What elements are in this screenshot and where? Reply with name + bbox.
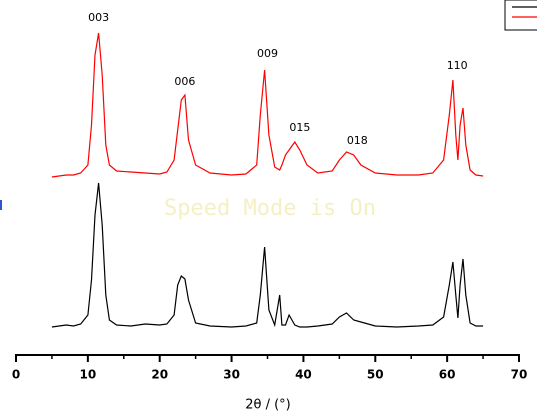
peak-label: 110: [447, 59, 468, 72]
x-tick-label: 0: [12, 368, 20, 382]
x-tick-label: 70: [511, 368, 528, 382]
x-tick-label: 20: [151, 368, 168, 382]
x-tick-label: 60: [439, 368, 456, 382]
peak-label: 009: [257, 47, 278, 60]
x-tick-label: 30: [223, 368, 240, 382]
x-tick-label: 10: [80, 368, 97, 382]
watermark: Speed Mode is On: [164, 196, 376, 221]
x-tick-label: 40: [295, 368, 312, 382]
peak-label: 018: [347, 134, 368, 147]
peak-label: 006: [174, 75, 195, 88]
peak-label: 015: [289, 121, 310, 134]
trace: [51, 182, 484, 328]
trace: [51, 32, 484, 178]
peak-label: 003: [88, 11, 109, 24]
x-axis-label: 2θ / (°): [245, 398, 291, 413]
x-tick-label: 50: [367, 368, 384, 382]
legend-box: [504, 0, 537, 31]
